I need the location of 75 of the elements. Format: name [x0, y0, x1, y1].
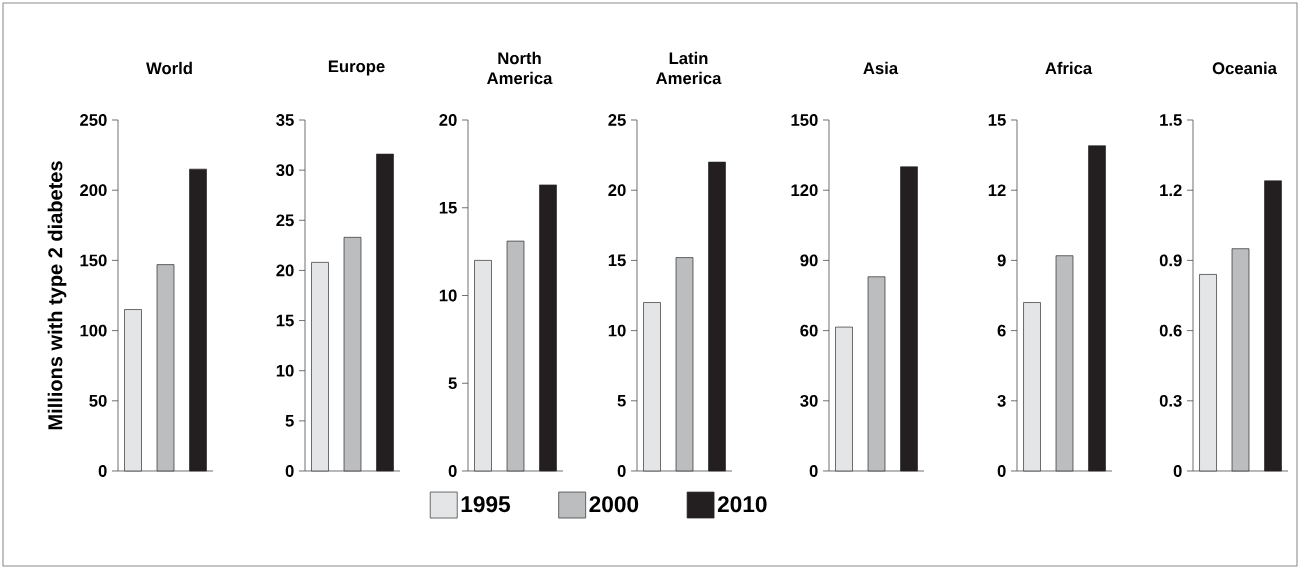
y-tick-label: 0: [98, 465, 107, 477]
y-tick-label: 25: [276, 214, 294, 227]
bar: [1023, 302, 1041, 472]
chart-title: Europe: [328, 60, 385, 76]
bar: [708, 161, 726, 472]
y-tick-label: 120: [791, 184, 818, 197]
y-tick-label: 5: [285, 415, 294, 427]
y-tick-label: 10: [608, 324, 626, 337]
chart-title: Africa: [1045, 61, 1093, 75]
y-tick-label: 90: [800, 254, 818, 267]
bar: [506, 240, 525, 472]
y-tick-label: 1.2: [1160, 184, 1182, 197]
bar: [474, 260, 492, 472]
y-tick-label: 10: [276, 364, 294, 377]
y-tick-label: 15: [988, 114, 1006, 126]
bar: [1231, 248, 1250, 472]
bar: [156, 264, 175, 472]
legend-label: 2010: [717, 496, 767, 513]
y-tick-label: 20: [439, 114, 457, 126]
y-tick-label: 20: [608, 184, 626, 197]
y-tick-label: 30: [800, 394, 818, 407]
y-tick-label: 250: [80, 114, 107, 126]
y-tick-label: 15: [608, 254, 626, 267]
y-axis-title: Millions with type 2 diabetes: [47, 161, 67, 430]
bar: [867, 276, 886, 472]
bar: [835, 326, 853, 472]
y-tick-label: 35: [276, 114, 294, 126]
bar: [343, 237, 362, 472]
y-tick-label: 0.6: [1159, 324, 1182, 337]
bar: [539, 184, 557, 472]
y-tick-label: 10: [439, 289, 457, 302]
y-tick-label: 15: [276, 314, 294, 327]
chart-title: North America: [487, 51, 553, 85]
y-tick-label: 0: [1173, 465, 1182, 477]
y-tick-label: 20: [276, 264, 294, 277]
bar: [900, 166, 918, 472]
y-tick-label: 25: [608, 114, 626, 126]
chart-title: Oceania: [1212, 61, 1278, 75]
y-tick-label: 1.5: [1160, 114, 1182, 126]
bar: [311, 262, 329, 472]
y-tick-label: 30: [276, 164, 294, 177]
chart-title: Latin America: [656, 51, 722, 85]
y-tick-label: 0: [997, 465, 1006, 477]
bar: [376, 153, 394, 472]
y-tick-label: 5: [448, 377, 457, 390]
legend-label: 1995: [461, 496, 511, 513]
y-tick-label: 100: [80, 324, 107, 337]
y-tick-label: 6: [997, 324, 1006, 337]
chart-title: Asia: [863, 61, 899, 75]
y-tick-label: 12: [988, 184, 1006, 197]
y-tick-label: 0.9: [1159, 254, 1182, 267]
bar: [124, 309, 142, 472]
y-tick-label: 0: [809, 465, 818, 477]
y-tick-label: 50: [89, 394, 107, 407]
bar: [675, 257, 694, 472]
y-tick-label: 0.3: [1159, 394, 1182, 407]
bar: [643, 302, 661, 472]
y-tick-label: 0: [448, 465, 457, 477]
y-tick-label: 3: [997, 394, 1006, 407]
y-tick-label: 0: [617, 465, 626, 477]
bar: [1264, 180, 1282, 472]
y-tick-label: 60: [800, 324, 818, 337]
legend-label: 2000: [589, 496, 639, 513]
y-tick-label: 200: [80, 184, 107, 197]
bar: [189, 168, 207, 472]
y-tick-label: 0: [285, 465, 294, 477]
bar: [1088, 145, 1106, 472]
y-tick-label: 9: [997, 254, 1006, 267]
y-tick-label: 150: [80, 254, 107, 267]
y-tick-label: 15: [439, 201, 457, 214]
chart-title: World: [146, 61, 192, 75]
y-tick-label: 5: [617, 394, 626, 407]
bar: [1199, 274, 1217, 472]
y-tick-label: 150: [791, 114, 818, 126]
bar: [1055, 255, 1074, 472]
